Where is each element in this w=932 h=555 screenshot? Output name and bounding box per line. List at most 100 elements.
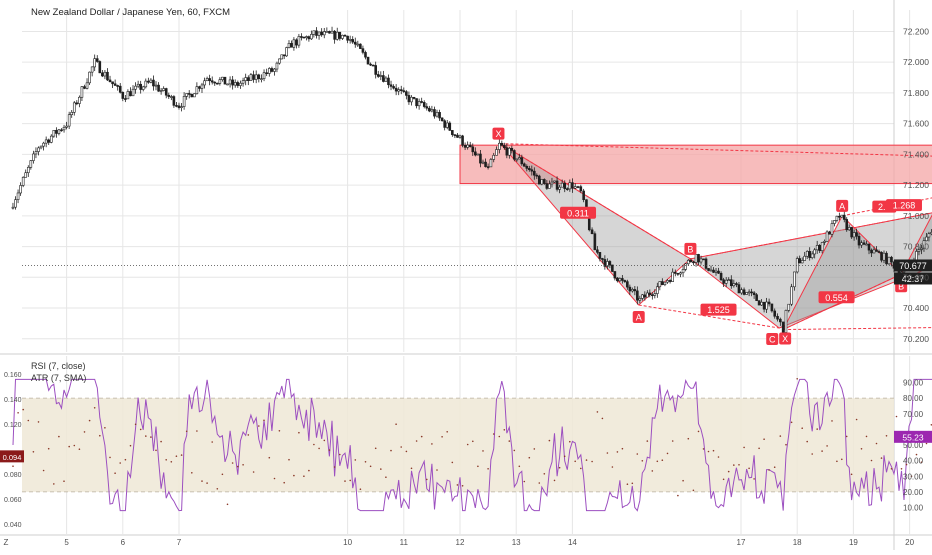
atr-dot bbox=[801, 427, 803, 430]
candle-body bbox=[860, 242, 863, 246]
candle-body bbox=[241, 80, 245, 84]
atr-dot bbox=[779, 435, 782, 437]
atr-dot bbox=[22, 408, 25, 411]
candle-body bbox=[366, 56, 370, 65]
candle-body bbox=[287, 43, 291, 48]
candle-body bbox=[481, 161, 485, 164]
candle-body bbox=[221, 76, 224, 80]
atr-dot bbox=[717, 456, 720, 458]
pattern-1-ratio-label-text: 0.311 bbox=[567, 208, 589, 218]
candle-body bbox=[29, 160, 33, 168]
atr-dot bbox=[850, 473, 853, 476]
atr-dot bbox=[160, 440, 162, 443]
candle-body bbox=[765, 301, 768, 310]
candle-body bbox=[351, 39, 355, 43]
candle-body bbox=[379, 75, 383, 77]
candle-body bbox=[195, 86, 199, 95]
candle-body bbox=[247, 77, 250, 81]
candle-body bbox=[563, 182, 567, 189]
atr-dot bbox=[185, 430, 188, 433]
candle-body bbox=[141, 86, 145, 90]
pattern-1-ac-line bbox=[638, 304, 780, 329]
candle-body bbox=[875, 249, 878, 252]
candle-body bbox=[750, 291, 753, 294]
candle-body bbox=[779, 318, 782, 323]
candle-body bbox=[709, 269, 713, 272]
atr-dots bbox=[12, 378, 932, 506]
last-price-value: 70.677 bbox=[899, 261, 927, 271]
candle-body bbox=[157, 84, 160, 92]
candle-body bbox=[692, 261, 695, 264]
candle-body bbox=[737, 284, 741, 294]
time-tick-label: 12 bbox=[456, 538, 465, 547]
candle-body bbox=[364, 52, 367, 58]
candle-body bbox=[523, 163, 526, 167]
candle-body bbox=[558, 186, 561, 190]
pattern-2-point-x-text: X bbox=[782, 334, 788, 344]
candle-body bbox=[282, 54, 286, 57]
atr-dot bbox=[503, 429, 506, 431]
price-axis: 70.200 70.400 70.600 70.800 71.000 71.200 71.4… bbox=[903, 26, 929, 343]
candle-body bbox=[254, 74, 258, 80]
candle-body bbox=[205, 78, 209, 82]
candle-body bbox=[164, 88, 168, 96]
candle-body bbox=[348, 39, 352, 41]
atr-dot bbox=[63, 480, 65, 483]
candle-body bbox=[565, 188, 569, 190]
candle-body bbox=[317, 31, 321, 36]
atr-dot bbox=[426, 478, 428, 481]
pattern-1-triangle-2 bbox=[689, 212, 932, 329]
candle-body bbox=[359, 43, 362, 49]
candle-body bbox=[646, 292, 649, 298]
atr-dot bbox=[73, 444, 76, 447]
atr-dot bbox=[323, 439, 326, 442]
candle-body bbox=[451, 130, 454, 135]
atr-dot bbox=[671, 440, 674, 442]
candle-body bbox=[425, 106, 429, 109]
atr-dot bbox=[349, 479, 352, 482]
atr-dot bbox=[553, 479, 556, 482]
candle-body bbox=[397, 89, 400, 92]
candle-body bbox=[727, 279, 731, 281]
price-tick-label: 70.200 bbox=[903, 334, 929, 344]
atr-dot bbox=[252, 471, 255, 473]
candle-body bbox=[369, 63, 372, 66]
time-tick-label: 20 bbox=[905, 538, 914, 547]
candle-body bbox=[113, 83, 117, 86]
candle-body bbox=[508, 147, 511, 156]
candle-body bbox=[661, 281, 664, 286]
candle-body bbox=[515, 158, 519, 161]
atr-dot bbox=[191, 472, 193, 474]
atr-dot bbox=[727, 470, 730, 473]
candle-body bbox=[603, 259, 607, 267]
candle-body bbox=[307, 36, 311, 40]
atr-dot bbox=[109, 456, 111, 459]
candle-body bbox=[147, 80, 150, 83]
atr-dot bbox=[910, 475, 913, 478]
candle-body bbox=[694, 254, 698, 263]
candle-body bbox=[198, 86, 201, 89]
candle-body bbox=[773, 310, 777, 317]
candle-body bbox=[320, 31, 323, 36]
candle-body bbox=[684, 263, 687, 270]
candle-body bbox=[244, 77, 247, 81]
atr-dot bbox=[523, 480, 526, 483]
atr-dot bbox=[915, 453, 918, 456]
atr-dot bbox=[273, 477, 276, 480]
candle-body bbox=[579, 186, 583, 192]
candle-body bbox=[42, 142, 45, 147]
atr-last-tag: 0.094 bbox=[0, 450, 24, 463]
pattern-1-ratio-label-bg bbox=[560, 206, 597, 219]
candle-body bbox=[573, 186, 577, 189]
pattern-2-ratio-label-bg bbox=[885, 199, 922, 212]
candle-body bbox=[724, 279, 728, 284]
last-price-tag-bg bbox=[894, 259, 932, 272]
atr-dot bbox=[687, 437, 690, 440]
atr-dot bbox=[129, 444, 132, 447]
candle-body bbox=[223, 76, 227, 85]
candle-body bbox=[735, 283, 738, 285]
candle-body bbox=[643, 294, 647, 298]
atr-dot bbox=[533, 448, 536, 450]
